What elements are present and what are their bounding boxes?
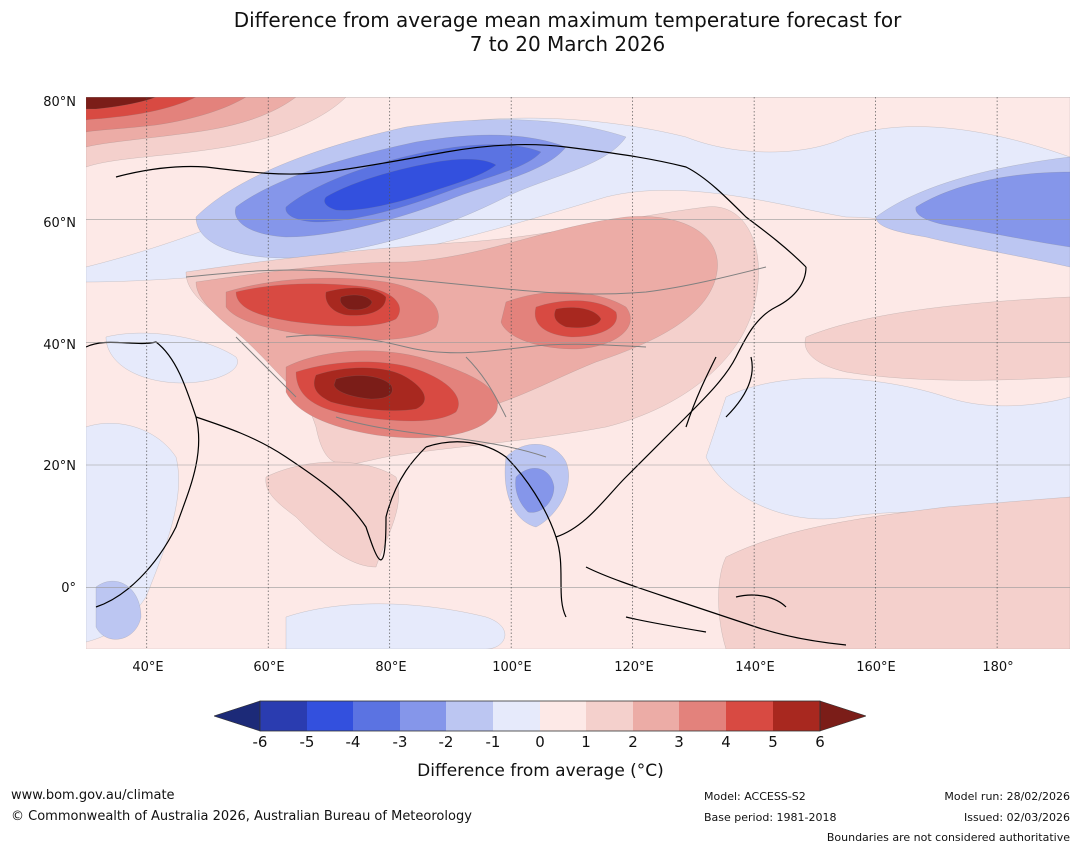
colorbar-bin-1-2 <box>586 701 633 731</box>
lat-label-40n: 40°N <box>43 338 76 353</box>
lat-label-60n: 60°N <box>43 216 76 231</box>
colorbar <box>214 700 866 732</box>
colorbar-frame <box>259 700 821 732</box>
colorbar-bin-neg6-neg5 <box>260 701 307 731</box>
lon-label-160e: 160°E <box>856 660 896 675</box>
model-name: Model: ACCESS-S2 <box>704 790 806 803</box>
lon-label-40e: 40°E <box>132 660 164 675</box>
anomaly-fill-india-warm-1 <box>265 461 399 568</box>
anomaly-fill-africa-cool-2 <box>95 580 142 640</box>
colorbar-tick: 2 <box>628 733 638 751</box>
colorbar-tick: 4 <box>721 733 731 751</box>
colorbar-tick: 5 <box>768 733 778 751</box>
lon-label-60e: 60°E <box>253 660 285 675</box>
gridlines <box>86 97 1070 649</box>
anomaly-fill-kazakhstan-warm-6 <box>340 294 373 310</box>
colorbar-bin-0-1 <box>540 701 586 731</box>
anomaly-fill-arabia-cool <box>105 332 238 384</box>
anomaly-fill-mongolia-warm-5 <box>554 307 602 328</box>
colorbar-extend-low <box>214 700 261 732</box>
anomaly-fill-siberia-cool-5 <box>324 158 497 211</box>
boundaries-disclaimer: Boundaries are not considered authoritat… <box>826 831 1070 844</box>
country-borders <box>185 266 767 458</box>
colorbar-extend-high <box>819 700 866 732</box>
colorbar-bin-neg1-0 <box>493 701 540 731</box>
colorbar-tick: 0 <box>535 733 545 751</box>
base-period: Base period: 1981-2018 <box>704 811 837 824</box>
lat-label-80n: 80°N <box>43 95 76 110</box>
colorbar-bin-neg5-neg4 <box>307 701 353 731</box>
temperature-anomaly-map <box>86 97 1070 649</box>
lat-label-0: 0° <box>61 581 76 596</box>
title-line-1: Difference from average mean maximum tem… <box>233 8 902 32</box>
anomaly-fill-indian-ocean-cool <box>285 603 506 649</box>
colorbar-tick: -5 <box>299 733 315 751</box>
anomaly-fill-kamchatka-cool-3 <box>915 171 1070 248</box>
colorbar-tick: -4 <box>345 733 361 751</box>
lon-label-100e: 100°E <box>492 660 532 675</box>
colorbar-tick: 1 <box>581 733 591 751</box>
colorbar-bin-3-4 <box>679 701 726 731</box>
issued-date: Issued: 02/03/2026 <box>963 811 1070 824</box>
colorbar-tick: -6 <box>252 733 268 751</box>
colorbar-tick: 6 <box>815 733 825 751</box>
lat-label-20n: 20°N <box>43 459 76 474</box>
lon-label-120e: 120°E <box>614 660 654 675</box>
colorbar-label: Difference from average (°C) <box>417 761 664 781</box>
colorbar-bin-5-6 <box>773 701 820 731</box>
lon-label-180: 180° <box>982 660 1014 675</box>
colorbar-tick: -1 <box>485 733 501 751</box>
coastlines <box>86 143 847 646</box>
website-link[interactable]: www.bom.gov.au/climate <box>11 788 175 803</box>
colorbar-tick: -3 <box>392 733 408 751</box>
colorbar-tick: 3 <box>674 733 684 751</box>
lon-label-80e: 80°E <box>375 660 407 675</box>
anomaly-fill-arctic-warm-6 <box>86 97 157 110</box>
colorbar-bin-neg4-neg3 <box>353 701 400 731</box>
colorbar-bin-4-5 <box>726 701 773 731</box>
colorbar-tick: -2 <box>438 733 454 751</box>
lon-label-140e: 140°E <box>735 660 775 675</box>
title-line-2: 7 to 20 March 2026 <box>469 32 666 56</box>
colorbar-bin-2-3 <box>633 701 679 731</box>
copyright-notice: © Commonwealth of Australia 2026, Austra… <box>11 809 472 824</box>
colorbar-bin-neg3-neg2 <box>400 701 446 731</box>
anomaly-fill-tibet-warm-6 <box>333 375 393 400</box>
colorbar-bin-neg2-neg1 <box>446 701 493 731</box>
anomaly-fill-north-pacific-warm-1 <box>804 296 1070 381</box>
model-run-date: Model run: 28/02/2026 <box>944 790 1070 803</box>
chart-title: Difference from average mean maximum tem… <box>0 8 1081 56</box>
